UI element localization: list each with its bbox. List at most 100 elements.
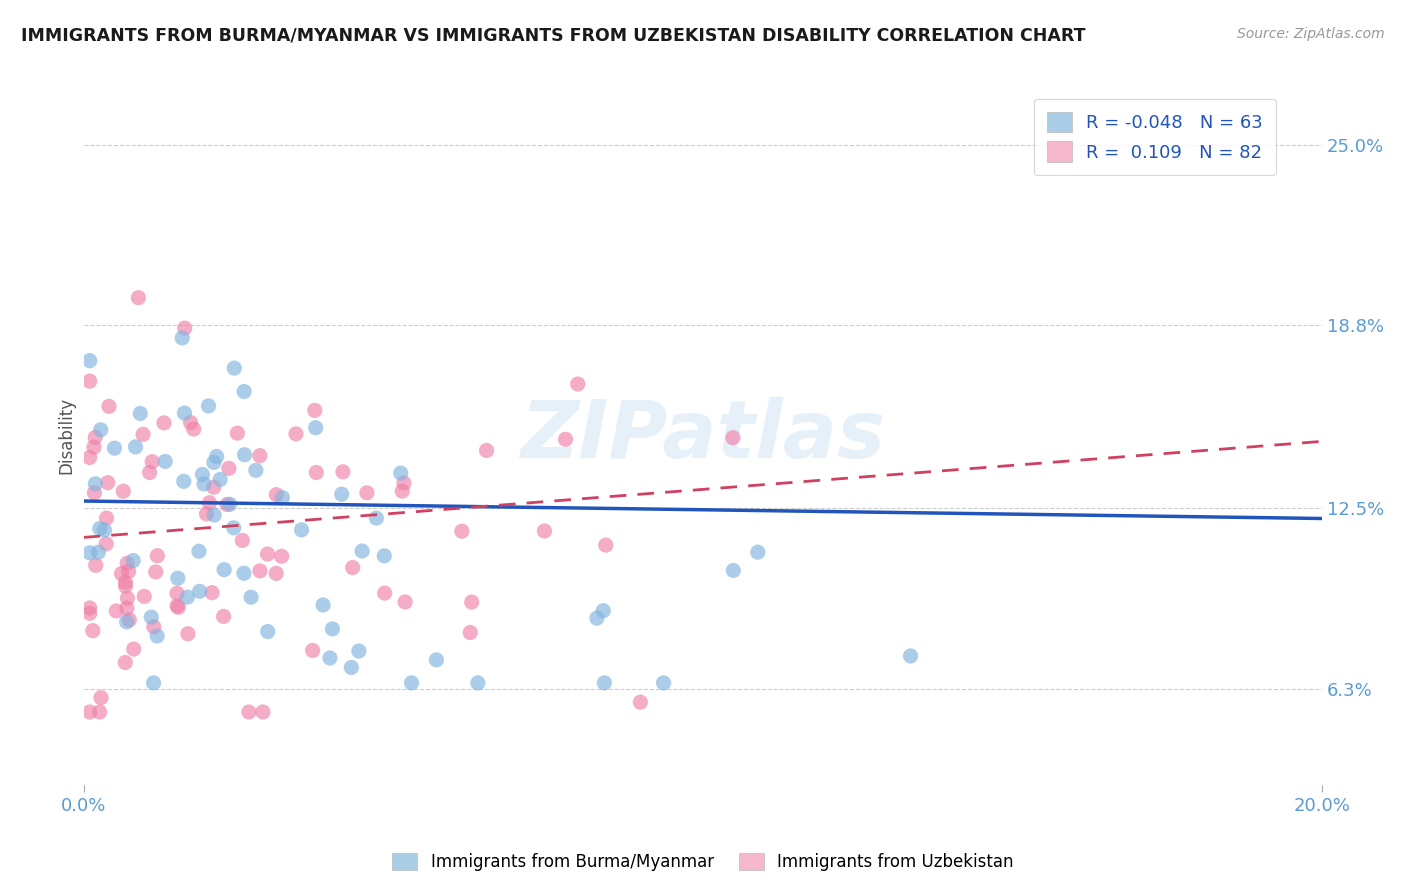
Point — [117, 591, 139, 606]
Point — [652, 676, 675, 690]
Point — [110, 566, 132, 581]
Point — [188, 544, 211, 558]
Point — [79, 546, 101, 560]
Point — [266, 488, 288, 502]
Point — [900, 648, 922, 663]
Point — [202, 480, 225, 494]
Point — [533, 524, 555, 538]
Point — [392, 476, 415, 491]
Point — [218, 461, 240, 475]
Point — [114, 575, 136, 590]
Point — [352, 544, 374, 558]
Point — [330, 487, 353, 501]
Point — [209, 472, 232, 486]
Point — [195, 507, 218, 521]
Point — [90, 690, 112, 705]
Text: ZIPatlas: ZIPatlas — [520, 397, 886, 475]
Point — [138, 466, 160, 480]
Point — [79, 601, 101, 615]
Point — [79, 353, 101, 368]
Point — [98, 400, 121, 414]
Point — [197, 399, 219, 413]
Point — [89, 522, 111, 536]
Point — [460, 595, 482, 609]
Point — [233, 384, 256, 399]
Point — [89, 705, 111, 719]
Point — [249, 564, 271, 578]
Point — [118, 564, 141, 578]
Point — [202, 455, 225, 469]
Point — [179, 416, 201, 430]
Point — [183, 422, 205, 436]
Point — [391, 484, 413, 499]
Point — [554, 432, 576, 446]
Point — [82, 624, 104, 638]
Point — [475, 443, 498, 458]
Text: Source: ZipAtlas.com: Source: ZipAtlas.com — [1237, 27, 1385, 41]
Point — [467, 676, 489, 690]
Point — [176, 590, 198, 604]
Point — [347, 644, 370, 658]
Point — [305, 466, 328, 480]
Point — [84, 430, 107, 444]
Point — [218, 497, 240, 511]
Point — [103, 441, 125, 455]
Point — [177, 627, 200, 641]
Point — [201, 585, 224, 599]
Point — [231, 533, 253, 548]
Point — [212, 609, 235, 624]
Point — [142, 620, 165, 634]
Point — [79, 374, 101, 388]
Legend: Immigrants from Burma/Myanmar, Immigrants from Uzbekistan: Immigrants from Burma/Myanmar, Immigrant… — [384, 845, 1022, 880]
Point — [233, 448, 256, 462]
Point — [129, 407, 152, 421]
Point — [342, 560, 364, 574]
Point — [723, 564, 745, 578]
Point — [167, 571, 190, 585]
Point — [205, 450, 228, 464]
Point — [586, 611, 609, 625]
Point — [115, 601, 138, 615]
Point — [79, 606, 101, 620]
Point — [256, 547, 278, 561]
Point — [191, 467, 214, 482]
Text: IMMIGRANTS FROM BURMA/MYANMAR VS IMMIGRANTS FROM UZBEKISTAN DISABILITY CORRELATI: IMMIGRANTS FROM BURMA/MYANMAR VS IMMIGRA… — [21, 27, 1085, 45]
Point — [83, 440, 105, 454]
Point — [595, 538, 617, 552]
Point — [451, 524, 474, 539]
Point — [271, 491, 294, 505]
Point — [394, 595, 416, 609]
Point — [146, 629, 169, 643]
Point — [249, 449, 271, 463]
Point — [238, 705, 260, 719]
Point — [115, 615, 138, 629]
Point — [592, 604, 614, 618]
Point — [240, 591, 263, 605]
Point — [425, 653, 447, 667]
Point — [232, 566, 254, 581]
Point — [224, 361, 246, 376]
Point — [319, 651, 342, 665]
Point — [97, 475, 120, 490]
Point — [114, 656, 136, 670]
Point — [401, 676, 423, 690]
Point — [389, 466, 412, 480]
Point — [172, 331, 194, 345]
Point — [593, 676, 616, 690]
Point — [747, 545, 769, 559]
Point — [373, 549, 395, 563]
Point — [122, 642, 145, 657]
Point — [141, 610, 163, 624]
Point — [167, 600, 190, 615]
Point — [226, 426, 249, 441]
Point — [132, 427, 155, 442]
Point — [146, 549, 169, 563]
Point — [105, 604, 128, 618]
Point — [256, 624, 278, 639]
Point — [193, 477, 215, 491]
Point — [112, 484, 135, 499]
Point — [127, 291, 149, 305]
Point — [721, 431, 744, 445]
Legend: R = -0.048   N = 63, R =  0.109   N = 82: R = -0.048 N = 63, R = 0.109 N = 82 — [1033, 99, 1275, 175]
Point — [285, 426, 308, 441]
